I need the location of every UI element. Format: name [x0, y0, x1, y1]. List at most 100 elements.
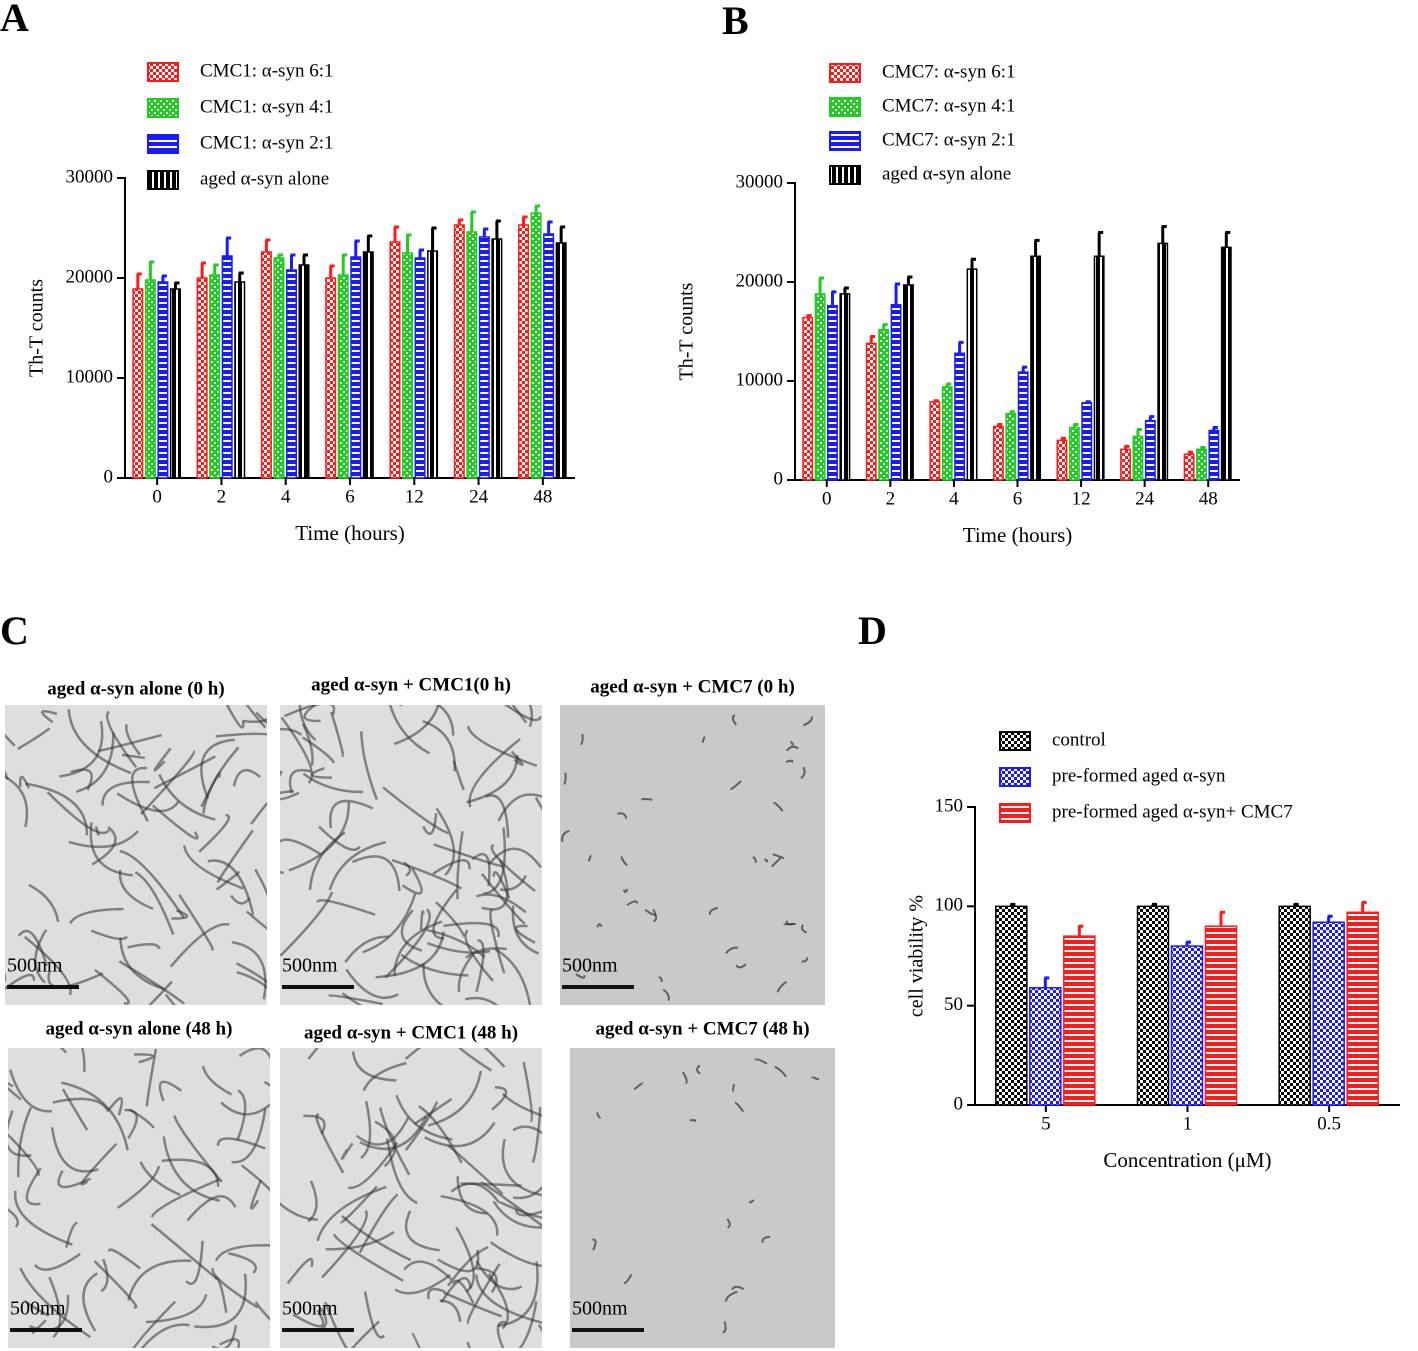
fibril — [734, 1101, 745, 1113]
x-tick-label: 4 — [949, 488, 959, 509]
bar — [389, 241, 401, 479]
fibril — [537, 1323, 542, 1333]
fibril — [774, 1065, 787, 1078]
fibril — [216, 1137, 266, 1150]
error-bar — [354, 239, 360, 257]
x-tick-label: 0.5 — [1317, 1113, 1341, 1134]
fibril — [514, 1208, 542, 1217]
bar — [995, 905, 1028, 1106]
fibril — [457, 953, 475, 993]
fibril — [50, 1127, 99, 1173]
fibril — [5, 972, 7, 982]
fibril — [422, 813, 438, 836]
fibril — [395, 1094, 453, 1141]
error-bar — [277, 253, 283, 258]
y-tick-label: 0 — [774, 468, 784, 489]
fibril — [763, 858, 769, 863]
fibril — [351, 1051, 397, 1082]
fibril — [250, 801, 267, 825]
fibril — [321, 1209, 368, 1279]
y-tick-label: 100 — [935, 895, 964, 916]
fibril — [316, 1185, 387, 1242]
fibril — [617, 812, 628, 819]
fibril — [640, 798, 653, 801]
fibril — [466, 1263, 501, 1325]
fibril — [360, 731, 378, 801]
fibril — [235, 962, 267, 984]
error-bar — [393, 225, 399, 242]
fibril — [246, 910, 267, 930]
scale-bar — [282, 985, 354, 989]
legend-label: pre-formed aged α-syn+ CMC7 — [1052, 801, 1293, 822]
fibril — [382, 786, 449, 835]
fibril — [23, 935, 72, 996]
fibril — [652, 908, 658, 923]
fibril — [214, 1243, 270, 1262]
fibril — [440, 1194, 499, 1236]
bar — [1144, 419, 1156, 481]
fibril — [644, 908, 657, 916]
error-bar — [161, 274, 167, 282]
error-bar — [225, 236, 232, 256]
bar — [1346, 911, 1379, 1106]
error-bar — [958, 340, 964, 354]
fibril — [5, 775, 29, 828]
error-bar — [431, 226, 437, 251]
legend-label: aged α-syn alone — [200, 168, 329, 189]
fibril — [800, 766, 806, 780]
fibril — [499, 874, 527, 892]
fibril — [263, 1080, 270, 1087]
fibril — [46, 791, 111, 835]
legend-label: CMC1: α-syn 2:1 — [200, 132, 333, 153]
fibril — [620, 856, 628, 867]
scale-label: 500nm — [562, 955, 618, 977]
bar — [1196, 448, 1207, 481]
fibril — [97, 733, 162, 753]
fibril — [17, 727, 51, 751]
error-bar — [1161, 225, 1167, 244]
bar — [1120, 448, 1131, 481]
y-axis-label: cell viability % — [906, 895, 928, 1017]
scale-label: 500nm — [10, 1298, 66, 1320]
fibril — [28, 883, 60, 923]
x-tick-label: 0 — [822, 488, 832, 509]
bar — [157, 281, 169, 479]
fibril — [468, 738, 521, 808]
error-bar — [1219, 910, 1225, 927]
legend-swatch — [829, 63, 861, 83]
fibril — [355, 1116, 410, 1146]
fibril — [134, 871, 175, 936]
scale-bar — [7, 985, 79, 989]
fibril — [57, 1170, 92, 1189]
bar — [491, 238, 503, 479]
fibril — [101, 780, 150, 806]
fibril — [404, 1101, 439, 1151]
legend-swatch — [829, 97, 861, 117]
fibril — [359, 1100, 372, 1160]
scale-bar — [282, 1328, 354, 1332]
fibril — [220, 1101, 270, 1116]
error-bar — [522, 215, 528, 225]
fibril — [662, 988, 670, 1001]
fibril — [426, 1287, 446, 1300]
fibril — [182, 845, 244, 890]
bar — [337, 274, 349, 479]
fibril — [80, 1048, 86, 1072]
fibril — [732, 1083, 736, 1092]
fibril — [94, 826, 100, 836]
fibril — [466, 725, 538, 768]
fibril — [158, 773, 216, 821]
error-bar — [869, 334, 876, 344]
fibril — [499, 1201, 542, 1219]
legend-swatch — [999, 767, 1031, 787]
fibril — [363, 1291, 386, 1339]
fibril — [61, 1088, 89, 1131]
error-bar — [1185, 940, 1191, 947]
bar — [1220, 246, 1232, 481]
fibril — [236, 970, 267, 990]
error-bar — [213, 263, 219, 275]
fibril — [426, 941, 491, 954]
bar — [466, 231, 478, 479]
fibril — [298, 705, 317, 742]
fibril — [231, 1108, 267, 1164]
